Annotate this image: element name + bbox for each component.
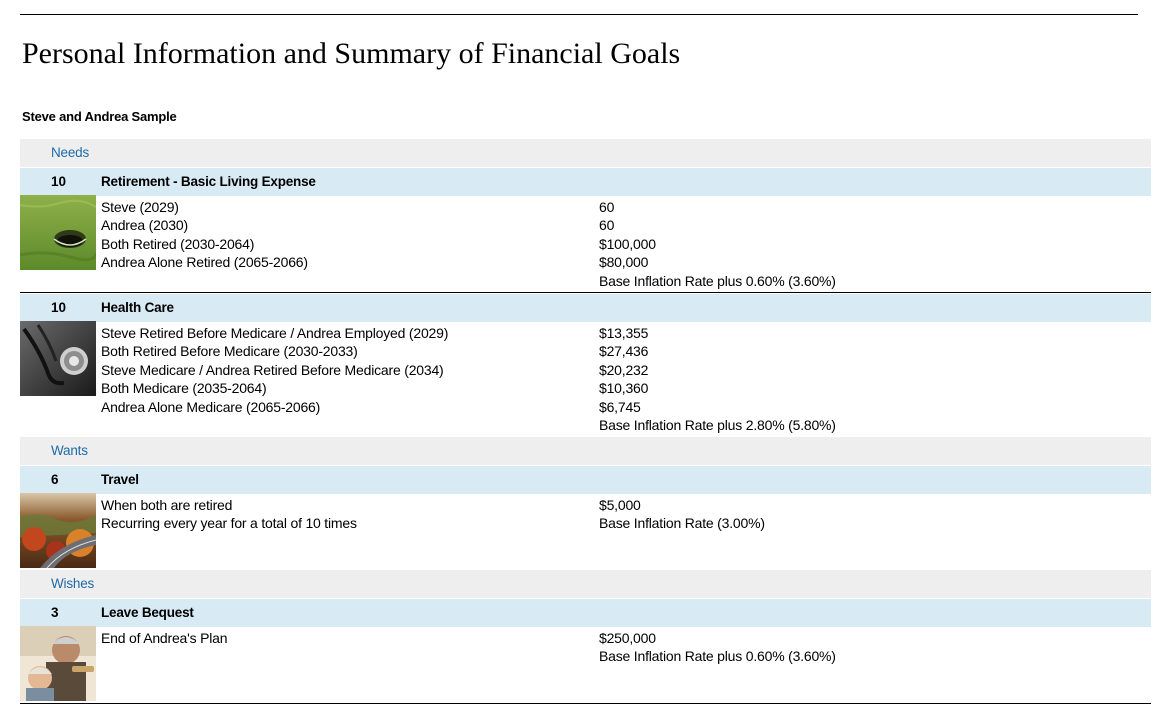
goal-value: $13,355 xyxy=(599,325,649,341)
goal-value: 60 xyxy=(599,217,615,234)
category-label: Wishes xyxy=(51,576,95,591)
category-needs: Needs xyxy=(20,139,1151,167)
goal-lines: When both are retired Recurring every ye… xyxy=(101,496,357,533)
goal-name: Travel xyxy=(101,472,139,487)
goal-value: $80,000 xyxy=(599,254,649,271)
goal-value: Base Inflation Rate plus 0.60% (3.60%) xyxy=(599,648,836,665)
category-label: Wants xyxy=(51,443,88,458)
golf-hole-icon xyxy=(20,195,96,270)
top-rule xyxy=(20,14,1138,15)
goal-header-travel: 6 Travel xyxy=(20,466,1151,494)
goal-value: $10,360 xyxy=(599,380,649,397)
goal-values: $13,355 $27,436 $20,232 $10,360 $6,745 B… xyxy=(599,324,836,434)
goal-lines: Steve (2029) Andrea (2030) Both Retired … xyxy=(101,198,308,272)
goal-line: Both Retired Before Medicare (2030-2033) xyxy=(101,343,358,360)
goal-name: Leave Bequest xyxy=(101,605,194,620)
goal-line: Both Medicare (2035-2064) xyxy=(101,380,267,397)
goal-line: Steve Medicare / Andrea Retired Before M… xyxy=(101,361,444,378)
goal-value: $100,000 xyxy=(599,235,656,252)
autumn-road-icon xyxy=(20,493,96,568)
goal-value: $27,436 xyxy=(599,343,649,360)
page-title: Personal Information and Summary of Fina… xyxy=(22,37,681,70)
goal-name: Retirement - Basic Living Expense xyxy=(101,174,316,189)
category-wants: Wants xyxy=(20,437,1151,465)
goal-name: Health Care xyxy=(101,300,174,315)
goal-line: Steve (2029) xyxy=(101,199,179,215)
goal-value: $5,000 xyxy=(599,497,641,513)
goal-value: $6,745 xyxy=(599,398,641,415)
bottom-rule xyxy=(20,703,1151,704)
goal-line: Steve Retired Before Medicare / Andrea E… xyxy=(101,325,449,341)
goal-value: $20,232 xyxy=(599,361,649,378)
category-label: Needs xyxy=(51,145,90,160)
goal-line: Both Retired (2030-2064) xyxy=(101,235,255,252)
category-wishes: Wishes xyxy=(20,570,1151,598)
goal-divider xyxy=(20,292,1151,293)
goal-value: $250,000 xyxy=(599,630,656,646)
goal-priority: 6 xyxy=(51,472,59,487)
goal-priority: 3 xyxy=(51,605,59,620)
goal-lines: End of Andrea's Plan xyxy=(101,629,228,647)
goal-value: 60 xyxy=(599,199,615,215)
stethoscope-icon xyxy=(20,321,96,396)
goal-value: Base Inflation Rate (3.00%) xyxy=(599,515,765,532)
goal-header-retirement: 10 Retirement - Basic Living Expense xyxy=(20,168,1151,196)
goal-line: Recurring every year for a total of 10 t… xyxy=(101,515,357,532)
goal-line: Andrea Alone Retired (2065-2066) xyxy=(101,254,308,271)
client-name: Steve and Andrea Sample xyxy=(22,109,177,124)
grandparents-icon xyxy=(20,626,96,701)
goal-line: When both are retired xyxy=(101,497,233,513)
goal-priority: 10 xyxy=(51,174,67,189)
goal-line: Andrea (2030) xyxy=(101,217,188,234)
goal-line: End of Andrea's Plan xyxy=(101,630,228,646)
goal-values: 60 60 $100,000 $80,000 Base Inflation Ra… xyxy=(599,198,836,290)
goal-value: Base Inflation Rate plus 0.60% (3.60%) xyxy=(599,272,836,289)
goal-header-health-care: 10 Health Care xyxy=(20,294,1151,322)
goal-value: Base Inflation Rate plus 2.80% (5.80%) xyxy=(599,417,836,434)
goal-priority: 10 xyxy=(51,300,67,315)
goal-header-leave-bequest: 3 Leave Bequest xyxy=(20,599,1151,627)
goal-values: $5,000 Base Inflation Rate (3.00%) xyxy=(599,496,765,533)
goal-lines: Steve Retired Before Medicare / Andrea E… xyxy=(101,324,448,416)
goal-line: Andrea Alone Medicare (2065-2066) xyxy=(101,398,321,415)
goal-values: $250,000 Base Inflation Rate plus 0.60% … xyxy=(599,629,836,666)
